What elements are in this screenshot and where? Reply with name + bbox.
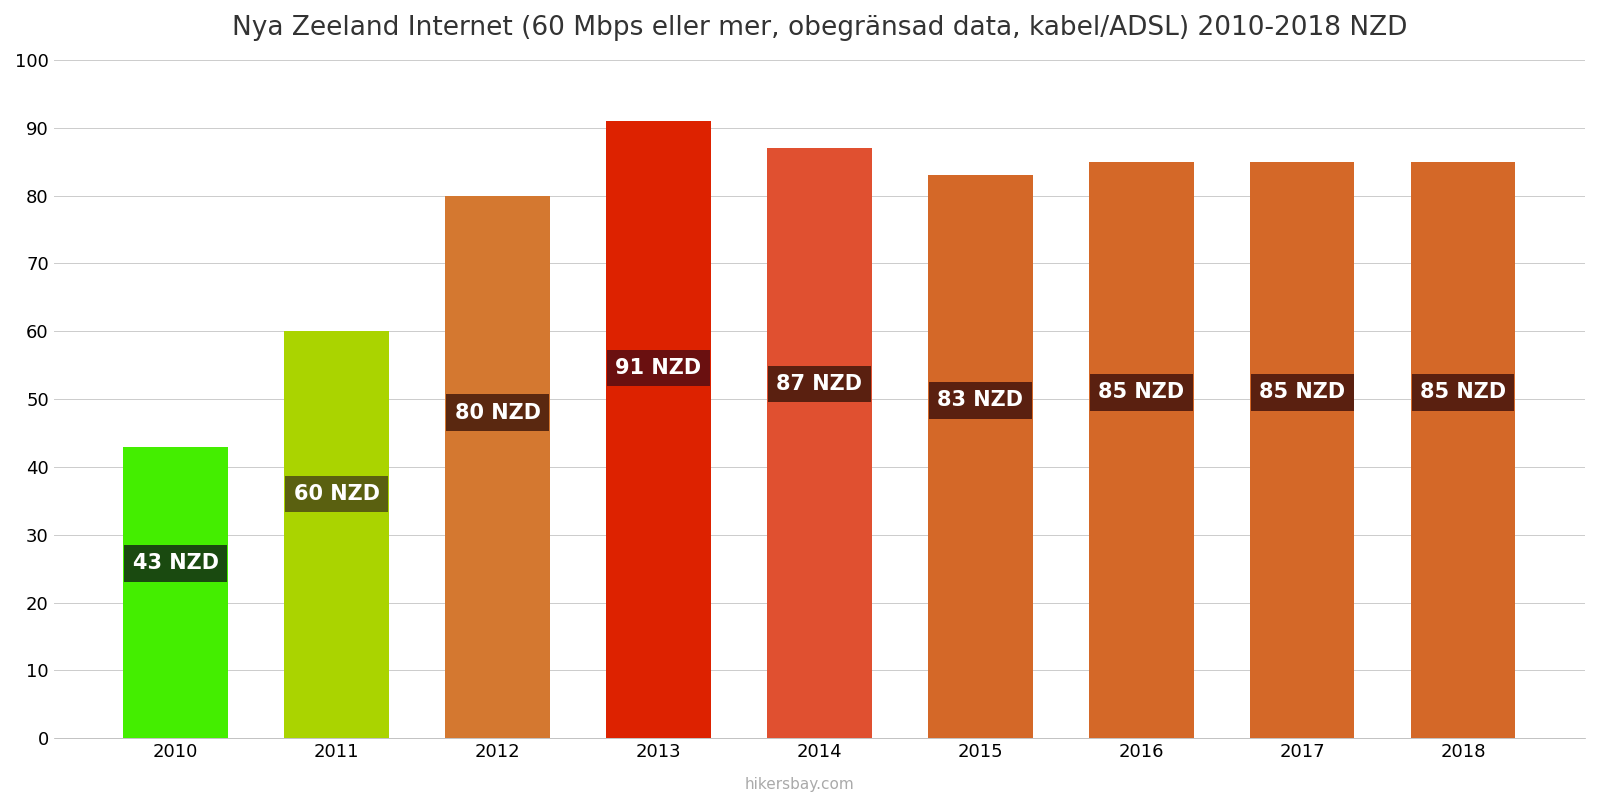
Text: 91 NZD: 91 NZD [616, 358, 701, 378]
Bar [445, 196, 550, 738]
Bar [1090, 162, 1194, 738]
Text: 85 NZD: 85 NZD [1098, 382, 1184, 402]
Bar [766, 148, 872, 738]
Bar [606, 121, 710, 738]
Text: 83 NZD: 83 NZD [938, 390, 1024, 410]
Text: 87 NZD: 87 NZD [776, 374, 862, 394]
Bar [928, 175, 1032, 738]
Text: hikersbay.com: hikersbay.com [746, 777, 854, 792]
Text: 85 NZD: 85 NZD [1259, 382, 1346, 402]
Bar [1411, 162, 1515, 738]
Text: 85 NZD: 85 NZD [1421, 382, 1506, 402]
Text: 60 NZD: 60 NZD [293, 484, 379, 504]
Bar [123, 446, 227, 738]
Bar [285, 331, 389, 738]
Bar [1250, 162, 1355, 738]
Text: 43 NZD: 43 NZD [133, 553, 219, 573]
Title: Nya Zeeland Internet (60 Mbps eller mer, obegränsad data, kabel/ADSL) 2010-2018 : Nya Zeeland Internet (60 Mbps eller mer,… [232, 15, 1406, 41]
Text: 80 NZD: 80 NZD [454, 402, 541, 422]
